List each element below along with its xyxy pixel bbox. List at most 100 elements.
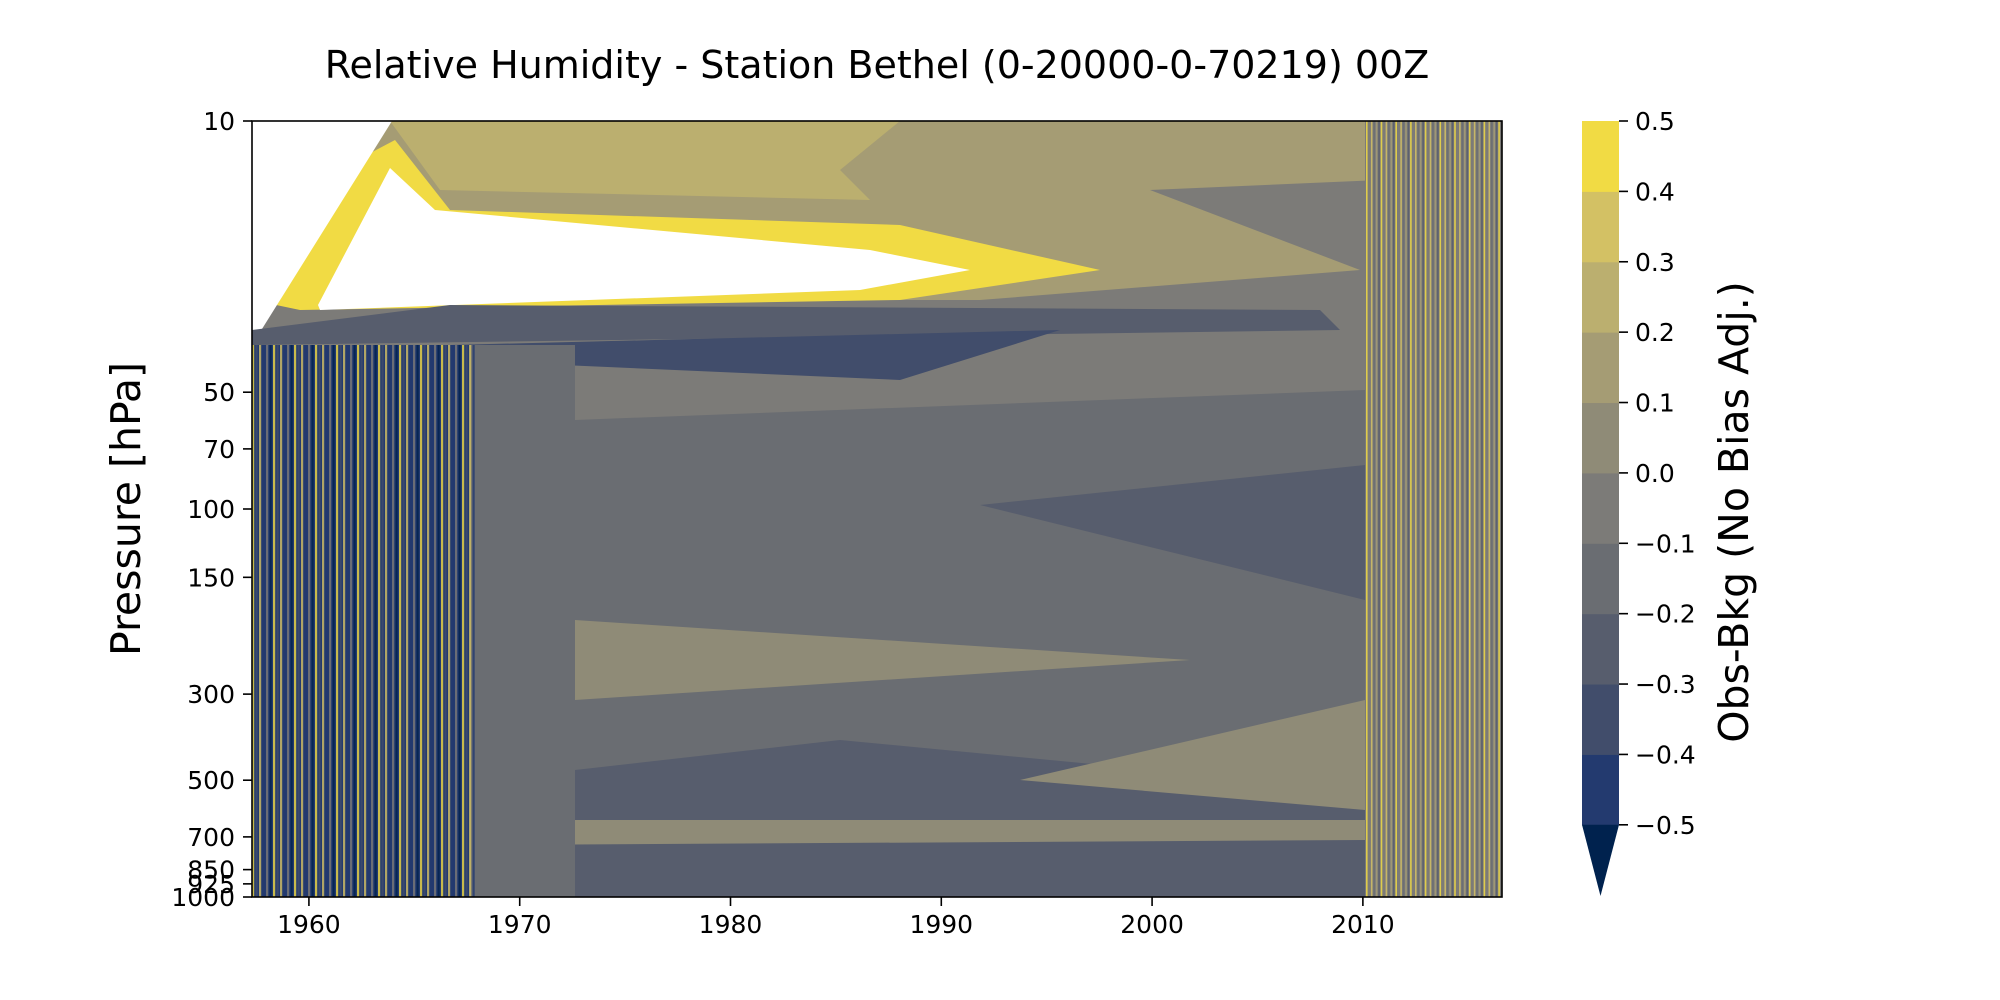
stripe bbox=[318, 345, 321, 897]
stripe bbox=[1454, 121, 1456, 897]
stripe bbox=[1400, 121, 1402, 897]
stripe bbox=[455, 345, 458, 897]
stripe bbox=[1495, 121, 1498, 897]
stripe bbox=[1375, 121, 1378, 897]
y-tick-label: 700 bbox=[187, 823, 235, 852]
stripe bbox=[346, 345, 349, 897]
colorbar-tick-label: 0.2 bbox=[1635, 318, 1675, 347]
stripe bbox=[304, 345, 307, 897]
colorbar-segment bbox=[1582, 613, 1619, 685]
stripe bbox=[1370, 121, 1373, 897]
colorbar-segment bbox=[1582, 332, 1619, 404]
stripe bbox=[269, 345, 272, 897]
stripe bbox=[283, 345, 286, 897]
stripe bbox=[1446, 121, 1449, 897]
y-tick-label: 500 bbox=[187, 766, 235, 795]
stripe bbox=[378, 345, 381, 897]
y-tick-label: 10 bbox=[203, 107, 235, 136]
stripe bbox=[371, 345, 374, 897]
stripe bbox=[1407, 121, 1410, 897]
stripe bbox=[287, 345, 290, 897]
stripe bbox=[402, 345, 405, 897]
stripe bbox=[427, 345, 430, 897]
y-tick-label: 925 bbox=[187, 870, 235, 899]
colorbar: 0.5 0.4 0.3 0.2 0.1 0.0 −0.1 −0.2 −0.3 −0.4 −0.5 bbox=[1582, 107, 1696, 896]
stripe bbox=[399, 345, 402, 897]
stripe bbox=[329, 345, 332, 897]
stripe bbox=[252, 345, 255, 897]
stripe bbox=[1412, 121, 1415, 897]
stripe bbox=[308, 345, 311, 897]
colorbar-extend-triangle bbox=[1582, 824, 1619, 896]
stripe bbox=[259, 345, 262, 897]
stripe bbox=[1456, 121, 1459, 897]
colorbar-tick-label: −0.2 bbox=[1635, 600, 1696, 629]
stripe bbox=[1417, 121, 1420, 897]
stripe bbox=[395, 345, 398, 897]
stripe bbox=[255, 345, 258, 897]
stripe bbox=[1410, 121, 1412, 897]
stripe bbox=[458, 345, 461, 897]
stripe bbox=[381, 345, 384, 897]
colorbar-tick-label: 0.0 bbox=[1635, 459, 1675, 488]
stripe bbox=[353, 345, 356, 897]
stripe bbox=[1368, 121, 1371, 897]
stripe bbox=[1437, 121, 1439, 897]
colorbar-tick-label: −0.4 bbox=[1635, 740, 1696, 769]
stripe bbox=[1366, 121, 1368, 897]
plot-area bbox=[252, 121, 1502, 897]
stripe bbox=[1441, 121, 1444, 897]
stripe bbox=[472, 345, 475, 897]
stripe bbox=[1429, 121, 1432, 897]
region-tropopause-dark bbox=[252, 305, 1340, 345]
chart-title: Relative Humidity - Station Bethel (0-20… bbox=[325, 43, 1430, 87]
stripe bbox=[276, 345, 279, 897]
stripe bbox=[1493, 121, 1495, 897]
region-mid-troposphere-dark bbox=[980, 465, 1365, 600]
oscillation-stripes bbox=[252, 121, 1500, 897]
colorbar-segment bbox=[1582, 684, 1619, 755]
stripe bbox=[437, 345, 440, 897]
stripe bbox=[462, 345, 465, 897]
colorbar-tick-label: 0.3 bbox=[1635, 248, 1675, 277]
stripe bbox=[1459, 121, 1461, 897]
x-tick-label: 2000 bbox=[1120, 910, 1184, 939]
y-tick-label: 100 bbox=[187, 495, 235, 524]
stripe bbox=[1424, 121, 1427, 897]
stripe bbox=[374, 345, 377, 897]
stripe bbox=[392, 345, 395, 897]
stripe bbox=[343, 345, 346, 897]
x-tick-label: 1990 bbox=[909, 910, 973, 939]
colorbar-tick-label: −0.1 bbox=[1635, 529, 1696, 558]
stripe bbox=[1397, 121, 1400, 897]
x-tick-label: 1980 bbox=[699, 910, 763, 939]
stripe bbox=[451, 345, 454, 897]
stripe bbox=[1380, 121, 1383, 897]
stripe bbox=[325, 345, 328, 897]
colorbar-label: Obs-Bkg (No Bias Adj.) bbox=[1710, 281, 1758, 743]
region-troposphere-blue-band bbox=[450, 330, 1060, 380]
stripe bbox=[448, 345, 451, 897]
stripe bbox=[1432, 121, 1434, 897]
stripe bbox=[469, 345, 472, 897]
colorbar-segment bbox=[1582, 402, 1619, 474]
y-tick-label: 70 bbox=[203, 435, 235, 464]
stripe bbox=[1373, 121, 1375, 897]
stripe bbox=[1383, 121, 1385, 897]
x-axis: 1960 1970 1980 1990 2000 2010 bbox=[277, 897, 1395, 939]
stripe bbox=[1439, 121, 1442, 897]
region-surface-band bbox=[480, 820, 1365, 845]
y-tick-label: 50 bbox=[203, 378, 235, 407]
stripe bbox=[1402, 121, 1405, 897]
stripe bbox=[1390, 121, 1393, 897]
stripe bbox=[290, 345, 293, 897]
stripe bbox=[434, 345, 437, 897]
stripe bbox=[339, 345, 342, 897]
colorbar-tick-label: 0.1 bbox=[1635, 389, 1675, 418]
stripe bbox=[1464, 121, 1466, 897]
x-tick-label: 2010 bbox=[1331, 910, 1395, 939]
region-early-years-transition bbox=[470, 345, 575, 897]
region-lower-troposphere-light bbox=[1020, 700, 1365, 810]
stripe bbox=[1395, 121, 1397, 897]
